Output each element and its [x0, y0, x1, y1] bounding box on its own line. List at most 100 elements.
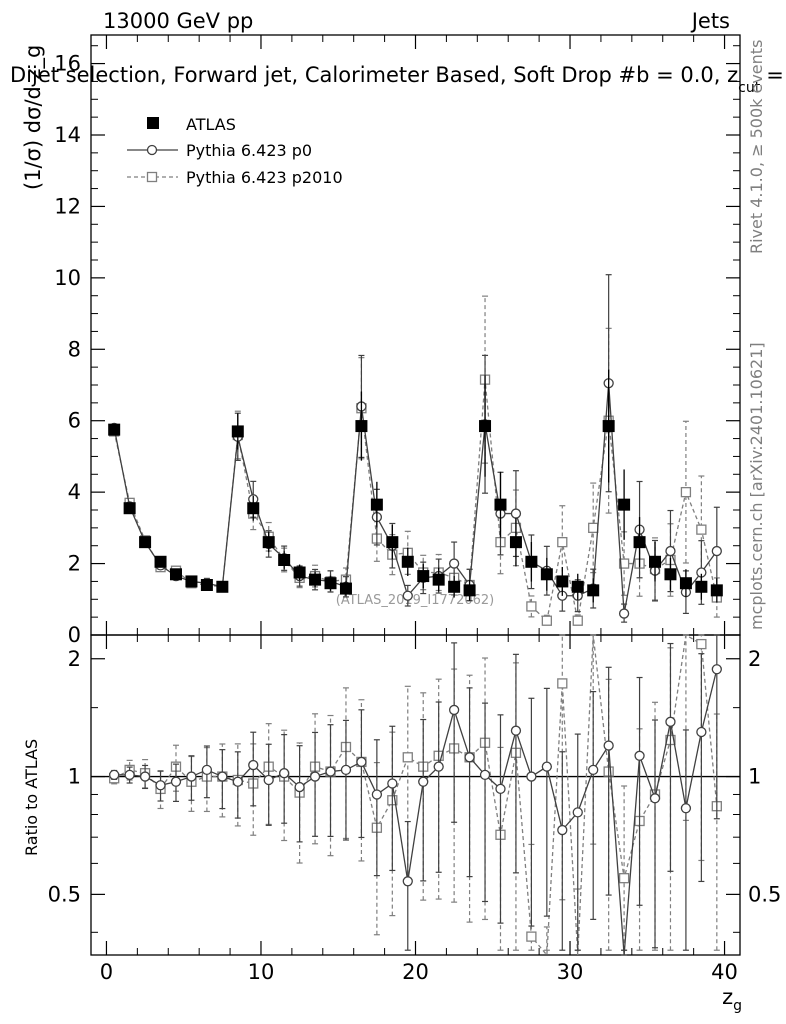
p2010-point	[680, 486, 692, 498]
series-p0	[109, 274, 722, 623]
ratio-p0-point	[649, 793, 661, 804]
atlas-point	[695, 580, 708, 593]
y-label-text: (1/σ) dσ/d z_g	[21, 45, 46, 190]
y-tick-label: 2	[68, 552, 81, 576]
atlas-point	[324, 577, 337, 590]
atlas-point	[540, 568, 553, 581]
ratio-p0-point	[634, 750, 645, 761]
atlas-point	[386, 536, 399, 549]
y-tick-label: 16	[54, 52, 81, 76]
atlas-point	[247, 502, 260, 515]
title-tail: =	[766, 63, 784, 87]
ratio-p0-point	[557, 824, 568, 836]
ratio-tick-label: 0.5	[48, 882, 81, 906]
atlas-point	[432, 573, 445, 586]
y-tick-label: 0	[68, 623, 81, 647]
ratio-p0-point	[588, 764, 599, 776]
atlas-point	[633, 536, 646, 549]
ratio-tick-label-right: 1	[748, 765, 761, 789]
atlas-point	[417, 570, 430, 583]
ratio-series-p0	[109, 634, 722, 956]
ratio-p0-point	[124, 769, 135, 781]
atlas-point	[679, 577, 692, 590]
ratio-p0-line	[114, 669, 718, 956]
series-atlas	[108, 369, 723, 603]
side-mcplots: mcplots.cern.ch [arXiv:2401.10621]	[747, 342, 766, 630]
ratio-tick-label-right: 0.5	[748, 882, 781, 906]
ratio-tick-label: 1	[68, 765, 81, 789]
legend-marker-p2010	[146, 171, 158, 183]
ratio-p2010-line	[113, 633, 718, 957]
ratio-p2010-point	[696, 638, 707, 650]
chart-title: Dijet selection, Forward jet, Calorimete…	[10, 63, 784, 96]
atlas-point	[587, 584, 600, 597]
p0-line	[113, 383, 718, 614]
legend-marker-p0	[146, 144, 158, 156]
ratio-p0-point	[170, 776, 182, 787]
atlas-point	[710, 584, 723, 597]
atlas-point	[355, 420, 368, 433]
atlas-point	[309, 573, 322, 586]
ratio-p0-point	[696, 726, 707, 738]
ratio-p2010-point	[557, 678, 568, 689]
ratio-p0-point	[294, 781, 305, 793]
ratio-p0-point	[248, 759, 259, 771]
ratio-p0-point	[155, 780, 166, 791]
ratio-p0-point	[263, 774, 274, 786]
atlas-point	[370, 498, 383, 511]
ratio-p0-point	[572, 807, 583, 818]
atlas-point	[339, 582, 352, 595]
ratio-series-p2010	[109, 633, 722, 957]
legend: ATLAS Pythia 6.423 p0 Pythia 6.423 p2010	[127, 115, 343, 187]
ratio-p2010-point	[618, 873, 630, 884]
ratio-p2010-point	[526, 931, 537, 942]
ratio-p0-point	[464, 752, 475, 763]
atlas-point	[139, 536, 152, 549]
atlas-point	[169, 568, 182, 581]
legend-marker-atlas	[147, 117, 159, 129]
legend-label-p0: Pythia 6.423 p0	[186, 141, 312, 160]
ratio-p0-point	[387, 778, 398, 789]
ratio-p2010-point	[402, 752, 413, 763]
ratio-p0-point	[495, 783, 506, 795]
x-tick-label: 40	[711, 960, 738, 984]
ratio-p0-point	[325, 766, 336, 777]
ratio-plot-frame	[90, 634, 741, 956]
ratio-p0-point	[433, 761, 444, 772]
ratio-tick-label: 2	[68, 647, 81, 671]
energy-label: 13000 GeV pp	[103, 9, 253, 33]
legend-label-atlas: ATLAS	[186, 115, 236, 134]
x-label-z: z	[722, 985, 733, 1009]
ratio-p0-point	[201, 764, 213, 776]
category-label: Jets	[690, 9, 730, 33]
y-tick-label: 14	[54, 123, 81, 147]
x-tick-label: 30	[557, 960, 584, 984]
x-tick-label: 10	[248, 960, 275, 984]
ratio-p0-point	[340, 764, 352, 776]
ratio-p0-point	[418, 776, 429, 787]
atlas-point	[293, 566, 306, 579]
title-main: Dijet selection, Forward jet, Calorimete…	[10, 63, 738, 87]
legend-label-p2010: Pythia 6.423 p2010	[186, 168, 343, 187]
y-axis-label: (1/σ) dσ/d z_g	[21, 45, 46, 190]
p2010-point	[696, 524, 707, 535]
atlas-point	[123, 502, 136, 515]
p2010-point	[572, 615, 583, 626]
atlas-point	[571, 580, 584, 593]
ratio-p0-point	[139, 771, 151, 782]
ratio-p0-point	[232, 776, 243, 787]
ratio-p0-point	[371, 789, 383, 800]
atlas-point	[231, 425, 244, 438]
p2010-point	[526, 601, 537, 612]
ratio-p0-point	[526, 771, 537, 782]
atlas-point	[401, 555, 414, 568]
atlas-point	[154, 555, 167, 568]
p0-point	[510, 508, 522, 519]
ratio-p0-point	[680, 803, 692, 814]
ratio-p0-point	[479, 769, 491, 781]
p2010-point	[588, 522, 599, 534]
x-tick-label: 0	[100, 960, 113, 984]
ratio-p0-point	[541, 761, 552, 772]
ratio-p0-point	[186, 771, 197, 782]
